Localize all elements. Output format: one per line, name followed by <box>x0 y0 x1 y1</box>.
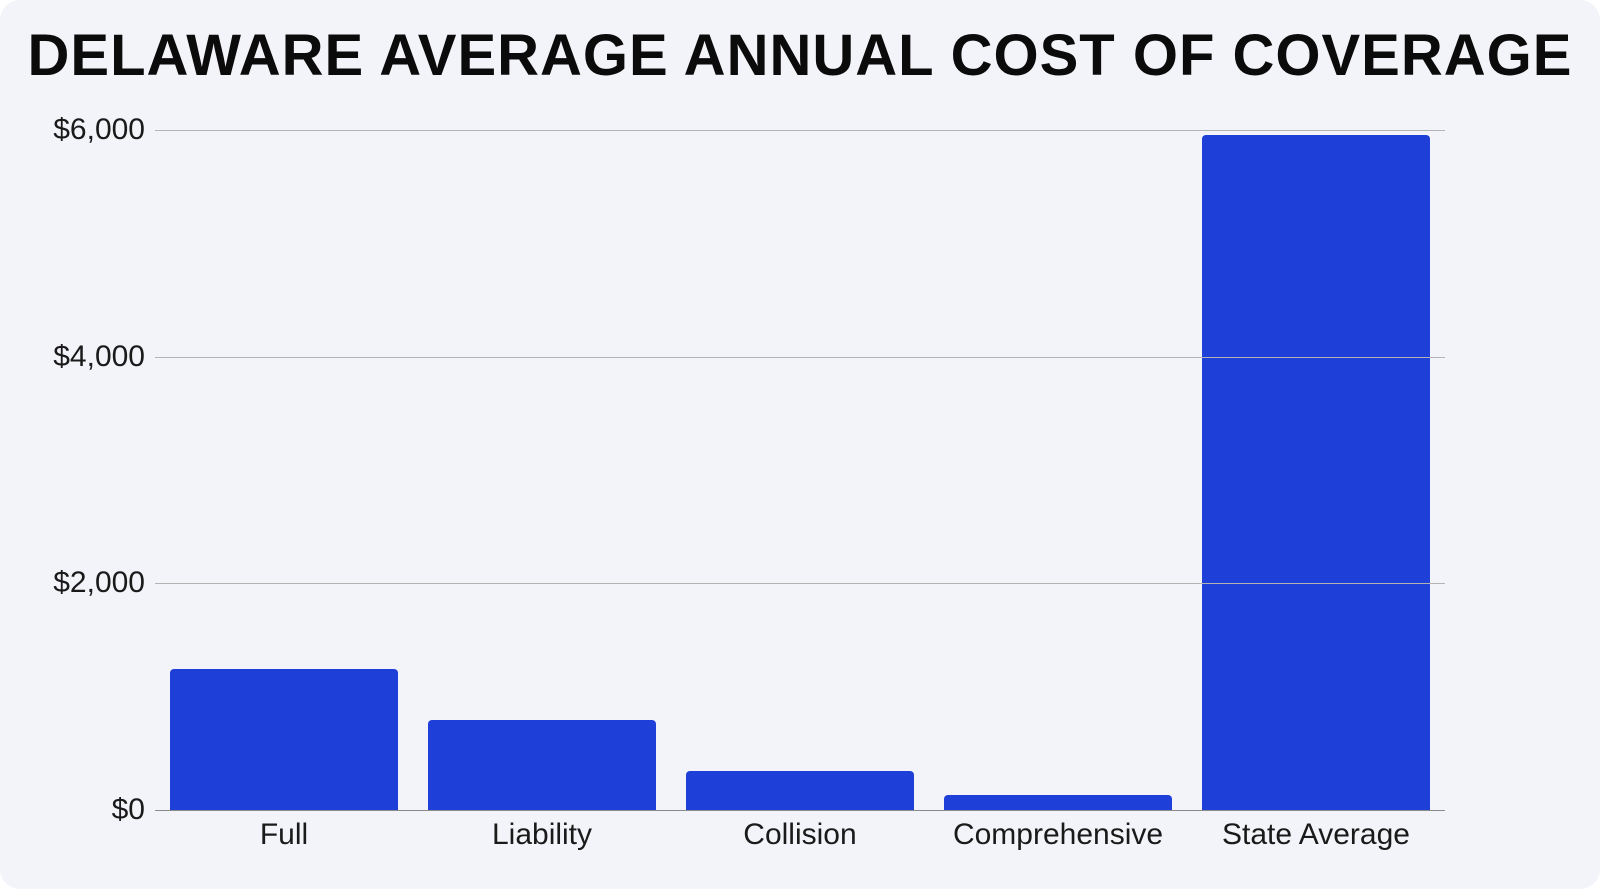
gridline <box>155 583 1445 584</box>
bar <box>1202 135 1429 810</box>
x-axis-tick-label: Comprehensive <box>929 810 1187 852</box>
chart-title: DELAWARE AVERAGE ANNUAL COST OF COVERAGE <box>0 22 1600 89</box>
chart-plot-area: FullLiabilityCollisionComprehensiveState… <box>155 130 1445 810</box>
bar <box>428 720 655 810</box>
bar <box>170 669 397 810</box>
gridline <box>155 810 1445 811</box>
chart-container: DELAWARE AVERAGE ANNUAL COST OF COVERAGE… <box>0 0 1600 889</box>
bar-slot: Comprehensive <box>929 130 1187 810</box>
x-axis-tick-label: Liability <box>413 810 671 852</box>
x-axis-tick-label: Collision <box>671 810 929 852</box>
bars-row: FullLiabilityCollisionComprehensiveState… <box>155 130 1445 810</box>
bar-slot: Full <box>155 130 413 810</box>
bar <box>686 771 913 810</box>
bar-slot: Liability <box>413 130 671 810</box>
bar-slot: Collision <box>671 130 929 810</box>
bar <box>944 795 1171 810</box>
gridline <box>155 357 1445 358</box>
x-axis-tick-label: State Average <box>1187 810 1445 852</box>
y-axis-tick-label: $4,000 <box>53 340 145 374</box>
y-axis-tick-label: $0 <box>112 793 145 827</box>
y-axis-tick-label: $2,000 <box>53 566 145 600</box>
gridline <box>155 130 1445 131</box>
y-axis-tick-label: $6,000 <box>53 113 145 147</box>
x-axis-tick-label: Full <box>155 810 413 852</box>
bar-slot: State Average <box>1187 130 1445 810</box>
